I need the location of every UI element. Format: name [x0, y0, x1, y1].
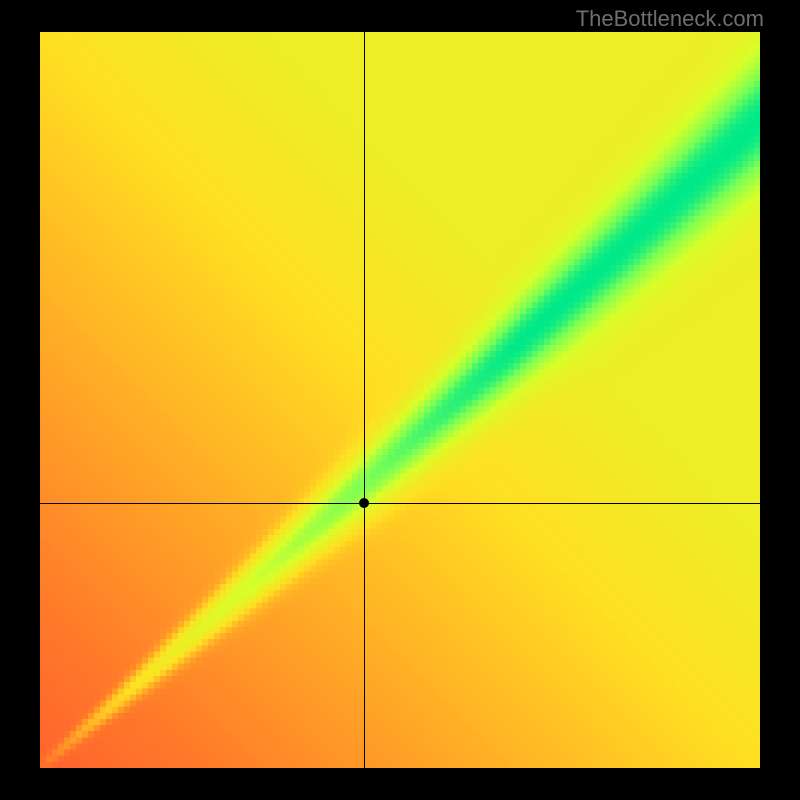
heatmap-plot [40, 32, 760, 768]
heatmap-canvas [40, 32, 760, 768]
crosshair-horizontal [40, 503, 760, 504]
data-point-marker [359, 498, 369, 508]
watermark-text: TheBottleneck.com [576, 6, 764, 32]
figure-root: TheBottleneck.com [0, 0, 800, 800]
crosshair-vertical [364, 32, 365, 768]
